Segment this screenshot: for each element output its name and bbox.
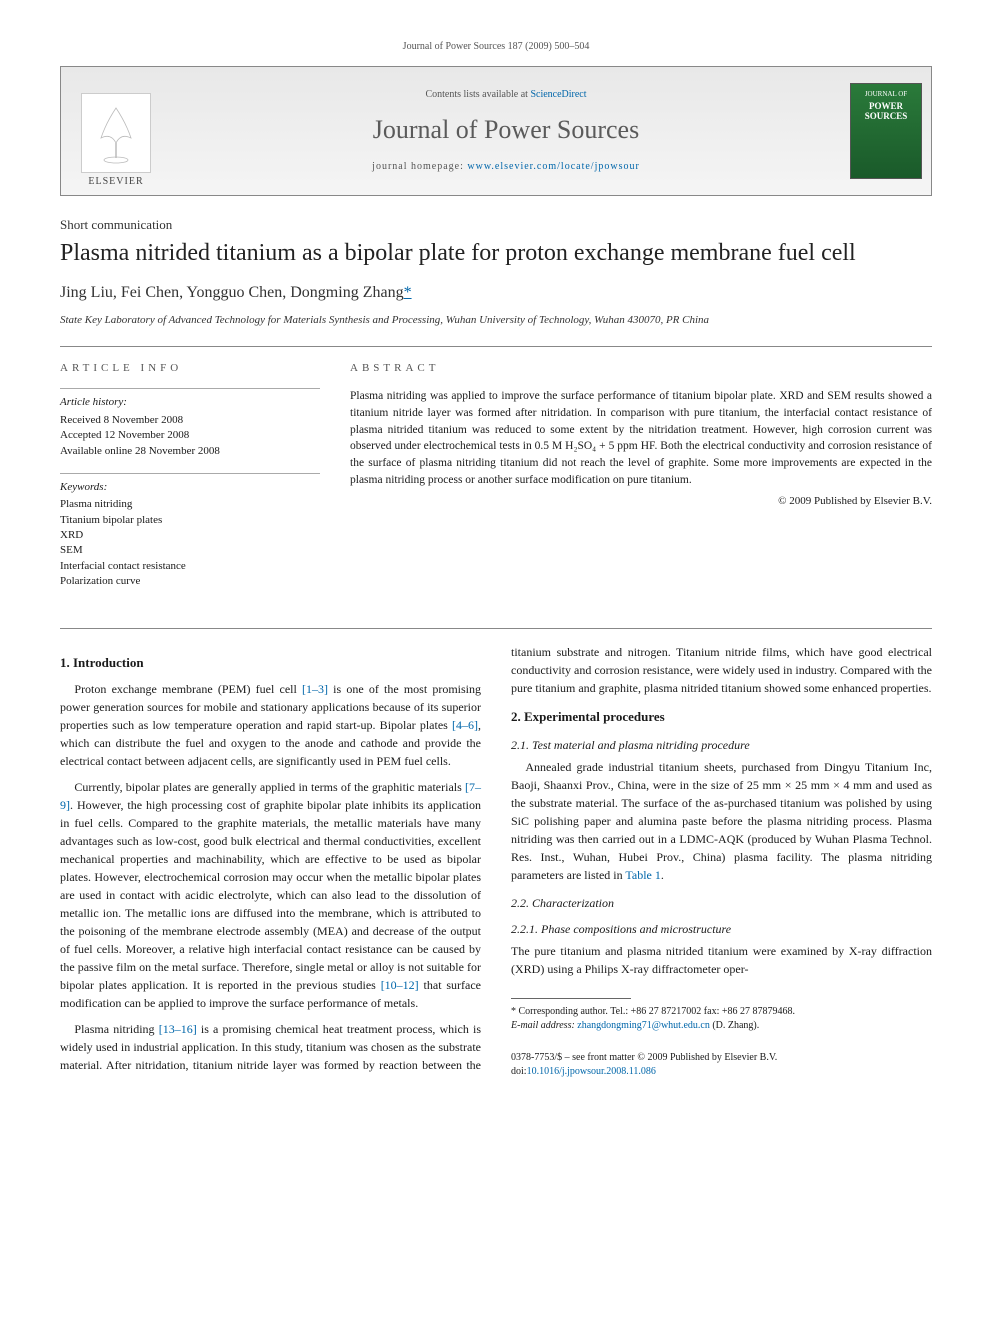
author-list: Jing Liu, Fei Chen, Yongguo Chen, Dongmi… — [60, 282, 932, 304]
subsection-heading: 2.2. Characterization — [511, 894, 932, 912]
text-run: Proton exchange membrane (PEM) fuel cell — [74, 682, 302, 696]
publisher-block: ELSEVIER — [61, 67, 171, 195]
front-matter-line: 0378-7753/$ – see front matter © 2009 Pu… — [511, 1051, 932, 1065]
article-info-column: ARTICLE INFO Article history: Received 8… — [60, 361, 320, 604]
sciencedirect-link[interactable]: ScienceDirect — [530, 89, 586, 100]
journal-title: Journal of Power Sources — [373, 112, 639, 148]
keyword: Polarization curve — [60, 574, 320, 589]
cover-label-main: POWER SOURCES — [854, 102, 918, 122]
citation-link[interactable]: [13–16] — [159, 1022, 197, 1036]
article-title: Plasma nitrided titanium as a bipolar pl… — [60, 238, 932, 268]
abstract-copyright: © 2009 Published by Elsevier B.V. — [350, 494, 932, 509]
footnote-line: * Corresponding author. Tel.: +86 27 872… — [511, 1006, 795, 1017]
history-title: Article history: — [60, 395, 320, 410]
cover-thumbnail-block: JOURNAL OF POWER SOURCES — [841, 67, 931, 195]
experimental-paragraph: The pure titanium and plasma nitrided ti… — [511, 942, 932, 978]
text-run: . — [661, 868, 664, 882]
text-run: . However, the high processing cost of g… — [60, 798, 481, 992]
footer-meta: 0378-7753/$ – see front matter © 2009 Pu… — [511, 1051, 932, 1079]
intro-paragraph: Currently, bipolar plates are generally … — [60, 778, 481, 1012]
section-heading-experimental: 2. Experimental procedures — [511, 707, 932, 727]
intro-paragraph: Proton exchange membrane (PEM) fuel cell… — [60, 680, 481, 770]
keyword: Plasma nitriding — [60, 497, 320, 512]
article-type: Short communication — [60, 216, 932, 234]
article-body: 1. Introduction Proton exchange membrane… — [60, 643, 932, 1080]
footnote-separator — [511, 998, 631, 999]
doi-line: doi:10.1016/j.jpowsour.2008.11.086 — [511, 1065, 932, 1079]
email-suffix: (D. Zhang). — [710, 1020, 759, 1031]
affiliation: State Key Laboratory of Advanced Technol… — [60, 313, 932, 328]
citation-link[interactable]: [1–3] — [302, 682, 328, 696]
citation-link[interactable]: [10–12] — [381, 978, 419, 992]
citation-link[interactable]: [4–6] — [452, 718, 478, 732]
journal-banner: ELSEVIER Contents lists available at Sci… — [60, 66, 932, 196]
homepage-prefix: journal homepage: — [372, 161, 467, 172]
info-abstract-row: ARTICLE INFO Article history: Received 8… — [60, 361, 932, 604]
email-label: E-mail address: — [511, 1020, 577, 1031]
history-line: Received 8 November 2008 — [60, 413, 320, 428]
history-line: Available online 28 November 2008 — [60, 444, 320, 459]
text-run: Annealed grade industrial titanium sheet… — [511, 760, 932, 882]
article-info-label: ARTICLE INFO — [60, 361, 320, 376]
authors-text: Jing Liu, Fei Chen, Yongguo Chen, Dongmi… — [60, 284, 404, 301]
text-run: Plasma nitriding — [74, 1022, 158, 1036]
divider — [60, 346, 932, 347]
contents-available: Contents lists available at ScienceDirec… — [425, 88, 586, 102]
keyword: Titanium bipolar plates — [60, 513, 320, 528]
running-header: Journal of Power Sources 187 (2009) 500–… — [60, 40, 932, 54]
abstract-column: ABSTRACT Plasma nitriding was applied to… — [350, 361, 932, 604]
keyword: Interfacial contact resistance — [60, 559, 320, 574]
subsubsection-heading: 2.2.1. Phase compositions and microstruc… — [511, 920, 932, 938]
text-run: Currently, bipolar plates are generally … — [74, 780, 465, 794]
homepage-link[interactable]: www.elsevier.com/locate/jpowsour — [467, 161, 639, 172]
email-link[interactable]: zhangdongming71@whut.edu.cn — [577, 1020, 710, 1031]
publisher-name: ELSEVIER — [88, 175, 143, 189]
keywords-block: Keywords: Plasma nitriding Titanium bipo… — [60, 473, 320, 590]
contents-prefix: Contents lists available at — [425, 89, 530, 100]
experimental-paragraph: Annealed grade industrial titanium sheet… — [511, 758, 932, 884]
corresponding-marker[interactable]: * — [404, 284, 412, 301]
keyword: XRD — [60, 528, 320, 543]
abstract-text: Plasma nitriding was applied to improve … — [350, 388, 932, 488]
history-line: Accepted 12 November 2008 — [60, 428, 320, 443]
elsevier-tree-icon — [81, 93, 151, 173]
banner-center: Contents lists available at ScienceDirec… — [171, 67, 841, 195]
cover-label-top: JOURNAL OF — [865, 90, 907, 100]
section-heading-intro: 1. Introduction — [60, 653, 481, 673]
journal-cover-icon: JOURNAL OF POWER SOURCES — [850, 83, 922, 179]
subsection-heading: 2.1. Test material and plasma nitriding … — [511, 736, 932, 754]
article-history-block: Article history: Received 8 November 200… — [60, 388, 320, 459]
corresponding-footnote: * Corresponding author. Tel.: +86 27 872… — [511, 1005, 932, 1033]
abstract-label: ABSTRACT — [350, 361, 932, 376]
doi-link[interactable]: 10.1016/j.jpowsour.2008.11.086 — [527, 1066, 656, 1077]
keywords-title: Keywords: — [60, 480, 320, 495]
table-ref-link[interactable]: Table 1 — [625, 868, 660, 882]
doi-prefix: doi: — [511, 1066, 527, 1077]
keyword: SEM — [60, 543, 320, 558]
divider — [60, 628, 932, 629]
journal-homepage: journal homepage: www.elsevier.com/locat… — [372, 160, 640, 174]
